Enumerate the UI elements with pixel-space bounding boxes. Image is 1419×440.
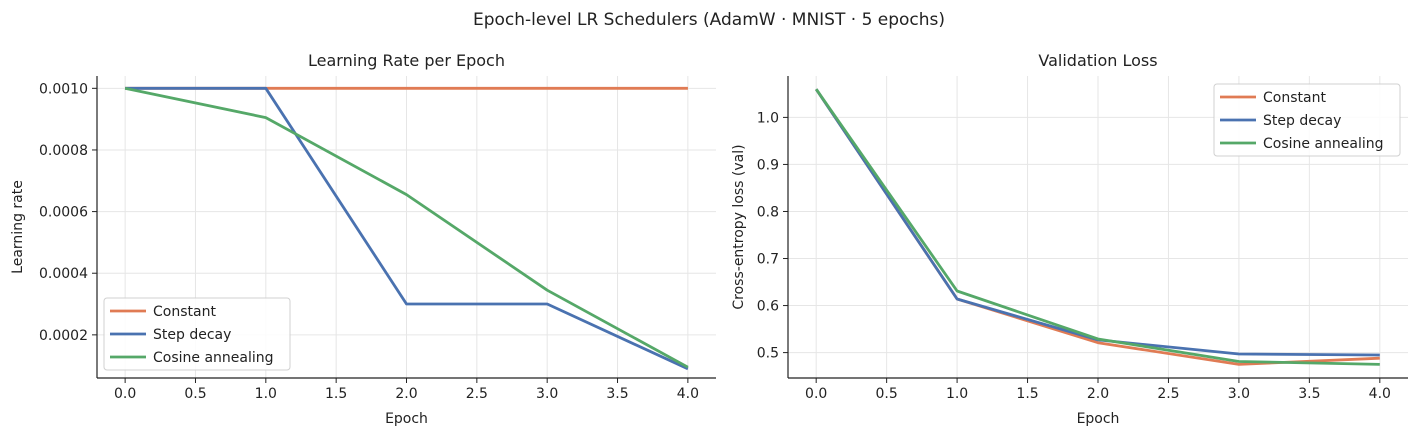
x-axis-label: Epoch: [385, 411, 428, 427]
legend-label: Constant: [1263, 90, 1326, 106]
series-line-cosine-annealing: [815, 88, 1380, 366]
y-tick-label: 1.0: [757, 110, 779, 126]
y-tick-label: 0.9: [757, 157, 779, 173]
x-tick-label: 3.5: [606, 386, 628, 402]
legend-label: Cosine annealing: [153, 350, 274, 366]
x-tick-label: 2.0: [395, 386, 417, 402]
x-tick-label: 3.5: [1298, 386, 1320, 402]
x-axis-label: Epoch: [1077, 411, 1120, 427]
y-tick-label: 0.8: [757, 204, 779, 220]
y-tick-label: 0.0002: [39, 328, 88, 344]
x-tick-label: 0.0: [114, 386, 136, 402]
y-tick-label: 0.7: [757, 252, 779, 268]
figure-title: Epoch-level LR Schedulers (AdamW · MNIST…: [473, 10, 945, 30]
chart-legend: Constant Step decay Cosine annealing: [1213, 83, 1401, 157]
y-tick-label: 0.0004: [39, 266, 88, 282]
x-tick-label: 2.5: [466, 386, 488, 402]
legend-label: Constant: [153, 304, 216, 320]
x-tick-label: 4.0: [1369, 386, 1391, 402]
series-line-step-decay: [125, 86, 689, 371]
chart-title: Validation Loss: [1038, 51, 1157, 70]
x-tick-label: 1.0: [255, 386, 277, 402]
y-axis-label: Cross-entropy loss (val): [731, 144, 747, 309]
legend-label: Step decay: [153, 327, 231, 343]
y-axis-label: Learning rate: [10, 180, 26, 274]
y-tick-label: 0.0008: [39, 143, 88, 159]
chart-title: Learning Rate per Epoch: [308, 51, 505, 70]
x-tick-label: 2.0: [1087, 386, 1109, 402]
x-tick-label: 0.5: [876, 386, 898, 402]
chart-legend: Constant Step decay Cosine annealing: [103, 297, 291, 371]
series-line-cosine-annealing: [124, 86, 689, 369]
x-tick-label: 0.5: [184, 386, 206, 402]
y-tick-label: 0.5: [757, 346, 779, 362]
legend-box: [1213, 83, 1401, 157]
y-tick-label: 0.6: [757, 299, 779, 315]
x-tick-label: 3.0: [1228, 386, 1250, 402]
x-tick-label: 1.5: [325, 386, 347, 402]
x-tick-label: 1.5: [1016, 386, 1038, 402]
legend-box: [103, 297, 291, 371]
x-tick-label: 3.0: [536, 386, 558, 402]
chart-panel-validation-loss: 0.0 0.5 1.0 1.5 2.0 2.5 3.0 3.5 4.0 0.5 0.6 0.7 0.8 0…: [731, 51, 1408, 427]
legend-label: Cosine annealing: [1263, 136, 1384, 152]
y-tick-label: 0.0010: [39, 81, 88, 97]
x-tick-label: 1.0: [946, 386, 968, 402]
x-tick-label: 0.0: [805, 386, 827, 402]
x-tick-label: 2.5: [1157, 386, 1179, 402]
y-tick-label: 0.0006: [39, 205, 88, 221]
chart-panel-learning-rate: 0.0 0.5 1.0 1.5 2.0 2.5 3.0 3.5 4.0 0.0002 0.0004 0…: [10, 51, 716, 427]
legend-label: Step decay: [1263, 113, 1341, 129]
x-tick-label: 4.0: [677, 386, 699, 402]
